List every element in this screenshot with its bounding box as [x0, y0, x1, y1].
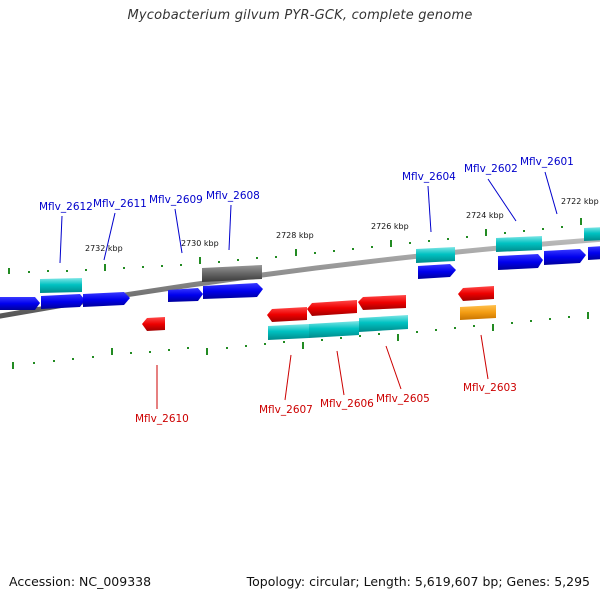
accession-label: Accession: NC_009338 [9, 574, 152, 589]
gene-label-forward[interactable]: Mflv_2612 [39, 201, 93, 213]
reverse-cds-arrow[interactable] [267, 307, 307, 322]
gene-box-cyan[interactable] [268, 324, 309, 340]
pseudogene-box-gray[interactable] [202, 265, 262, 282]
genome-info-label: Topology: circular; Length: 5,619,607 bp… [246, 574, 590, 589]
gene-labels: Mflv_2612 Mflv_2611 Mflv_2609 Mflv_2608 … [39, 156, 574, 425]
scale-label-2732: 2732 kbp [85, 244, 123, 253]
scale-label-2724: 2724 kbp [466, 211, 504, 220]
forward-cds-arrow[interactable] [418, 264, 456, 279]
gene-label-forward[interactable]: Mflv_2601 [520, 156, 574, 168]
reverse-features [142, 286, 496, 340]
forward-cds-arrow[interactable] [83, 292, 130, 307]
gene-box-cyan[interactable] [359, 315, 408, 332]
gene-box-cyan[interactable] [584, 227, 600, 241]
gene-label-forward[interactable]: Mflv_2602 [464, 163, 518, 175]
gene-box-cyan[interactable] [309, 321, 359, 338]
scale-labels: 2732 kbp 2730 kbp 2728 kbp 2726 kbp 2724… [85, 197, 599, 253]
reverse-cds-arrow[interactable] [307, 300, 357, 316]
reverse-cds-arrow[interactable] [358, 295, 406, 310]
forward-cds-arrow[interactable] [0, 297, 40, 310]
gene-box-cyan[interactable] [496, 236, 542, 252]
gene-label-reverse[interactable]: Mflv_2606 [320, 398, 374, 410]
scale-label-2728: 2728 kbp [276, 231, 314, 240]
map-title: Mycobacterium gilvum PYR-GCK, complete g… [127, 8, 473, 23]
scale-label-2730: 2730 kbp [181, 239, 219, 248]
label-leaders [59, 171, 558, 409]
reverse-cds-arrow[interactable] [458, 286, 494, 301]
forward-features [0, 227, 600, 310]
forward-cds-arrow[interactable] [203, 283, 263, 299]
forward-cds-arrow[interactable] [544, 249, 586, 265]
inner-tick-row [12, 312, 589, 369]
gene-label-reverse[interactable]: Mflv_2607 [259, 404, 313, 416]
gene-label-forward[interactable]: Mflv_2609 [149, 194, 203, 206]
scale-label-2726: 2726 kbp [371, 222, 409, 231]
forward-cds-arrow[interactable] [168, 288, 203, 302]
misc-feature-orange[interactable] [460, 305, 496, 320]
gene-label-forward[interactable]: Mflv_2604 [402, 171, 456, 183]
gene-label-reverse[interactable]: Mflv_2605 [376, 393, 430, 405]
gene-label-forward[interactable]: Mflv_2611 [93, 198, 147, 210]
forward-cds-arrow[interactable] [41, 294, 85, 309]
gene-box-cyan[interactable] [40, 278, 82, 293]
gene-box-cyan[interactable] [416, 247, 455, 263]
forward-cds-arrow[interactable] [498, 254, 543, 270]
scale-label-2722: 2722 kbp [561, 197, 599, 206]
gene-label-reverse[interactable]: Mflv_2603 [463, 382, 517, 394]
reverse-cds-arrow[interactable] [142, 317, 165, 331]
forward-cds-arrow[interactable] [588, 246, 600, 260]
gene-label-forward[interactable]: Mflv_2608 [206, 190, 260, 202]
outer-tick-row [8, 218, 582, 274]
gene-label-reverse[interactable]: Mflv_2610 [135, 413, 189, 425]
